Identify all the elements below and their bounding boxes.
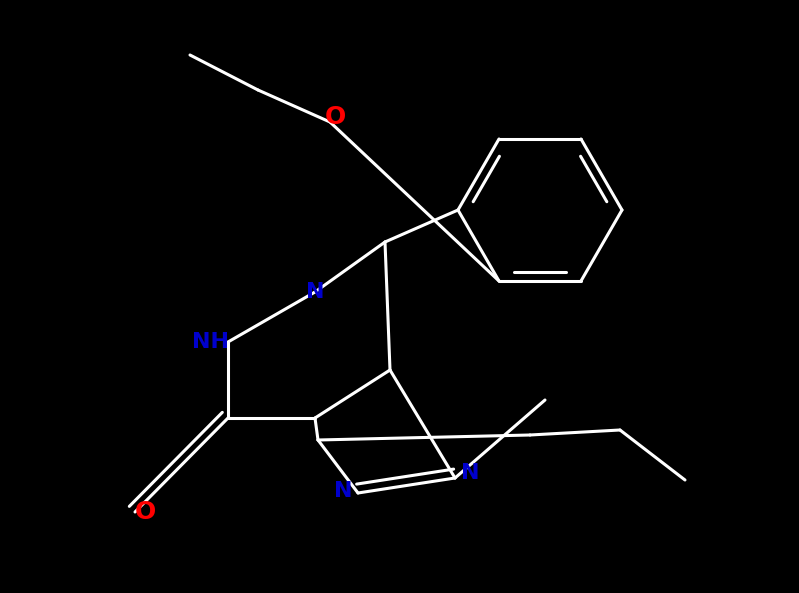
- Text: N: N: [306, 282, 324, 302]
- Text: N: N: [461, 463, 479, 483]
- Text: NH: NH: [192, 332, 229, 352]
- Text: N: N: [334, 481, 352, 501]
- Text: O: O: [134, 500, 156, 524]
- Text: O: O: [324, 105, 346, 129]
